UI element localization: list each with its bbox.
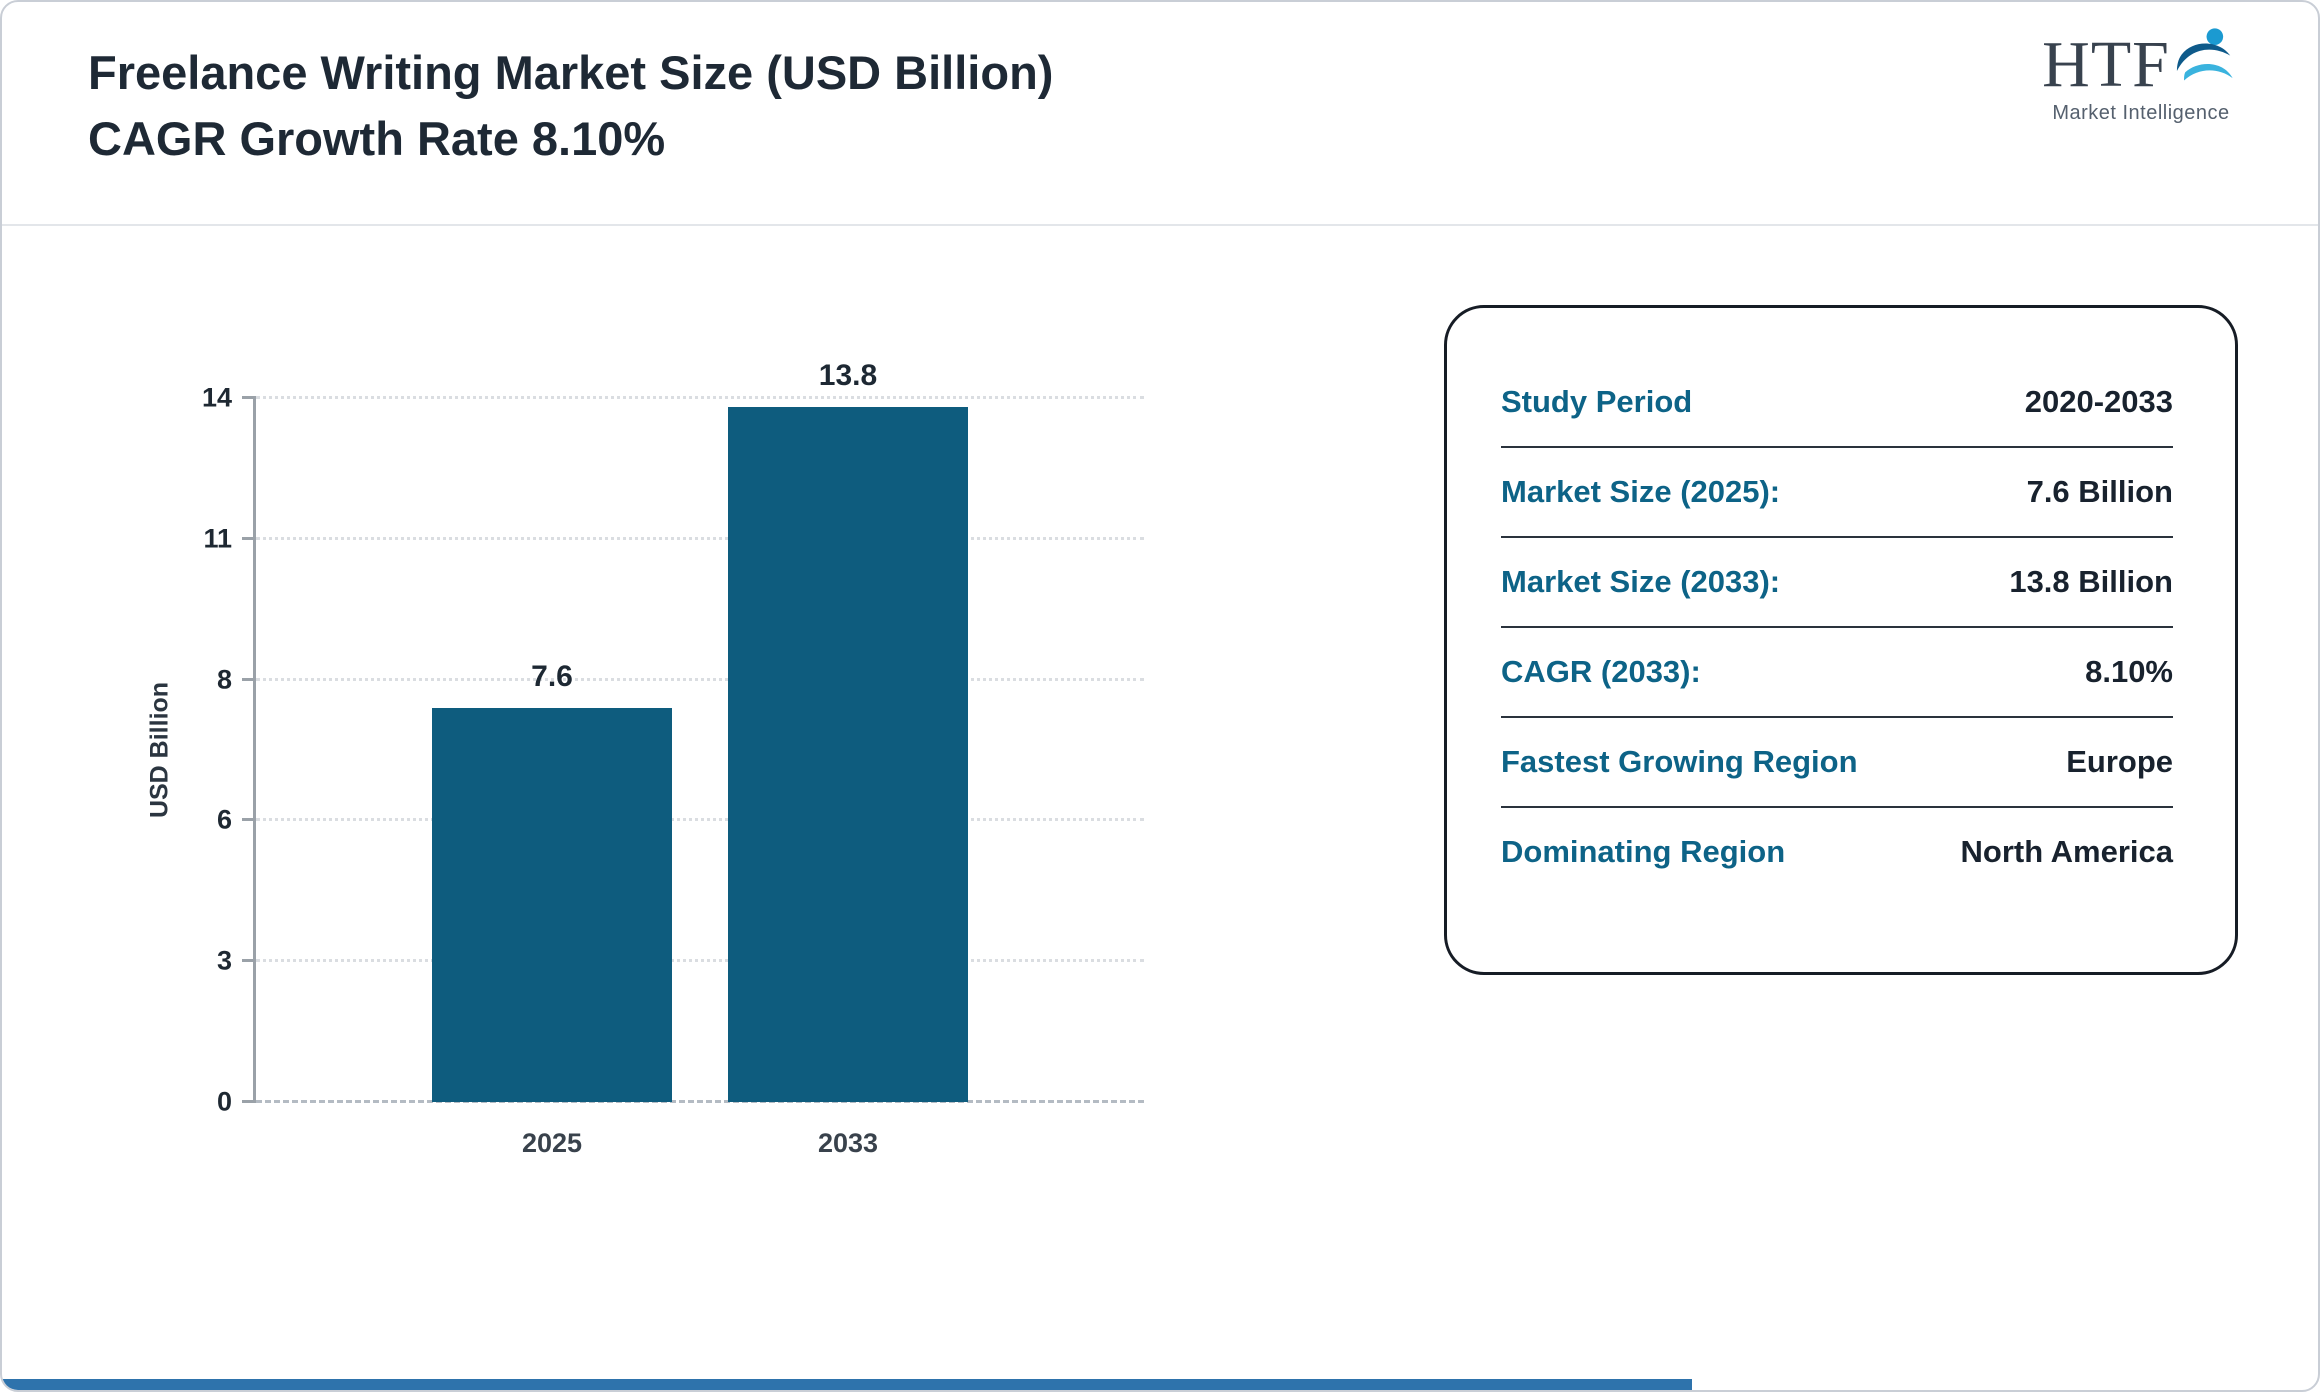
bar-2033 [728,407,968,1102]
y-axis-title: USD Billion [145,681,174,819]
y-tick-label: 14 [201,382,232,413]
info-row-value: 8.10% [2085,654,2173,689]
market-summary-card: Study Period 2020-2033 Market Size (2025):… [1444,305,2238,975]
htf-logo-subtext: Market Intelligence [2052,102,2230,124]
info-row-value: Europe [2066,744,2173,779]
y-gridline [256,677,1144,681]
info-row-2: Market Size (2033): 13.8 Billion [1501,538,2173,628]
info-row-value: 2020-2033 [2024,384,2173,419]
htf-logo: HTF Market Intelligence [2026,28,2256,125]
y-tick-mark [242,536,256,540]
info-row-4: Fastest Growing Region Europe [1501,718,2173,808]
htf-logo-text: HTF [2042,28,2170,101]
htf-logo-mark: HTF [2026,28,2256,101]
footer-accent-strip [2,1379,1692,1390]
plot-area: 0 3 6 8 11 14 7.6 2025 13.8 2033 [202,359,1144,1158]
y-gridline [256,818,1144,822]
y-gridline [256,536,1144,540]
y-tick-mark [242,1100,256,1103]
x-axis-baseline [256,1100,1144,1103]
info-row-value: 13.8 Billion [2009,564,2173,599]
y-tick-mark [242,959,256,963]
bar-2025 [432,707,672,1102]
title-line-1: Freelance Writing Market Size (USD Billi… [88,46,1054,99]
info-row-label: Market Size (2033): [1501,564,1781,599]
y-gridline [256,396,1144,399]
info-row-0: Study Period 2020-2033 [1501,358,2173,448]
x-tick-label: 2033 [817,1128,879,1158]
header-divider [2,224,2318,226]
page-title: Freelance Writing Market Size (USD Billi… [88,40,1053,172]
info-row-value: North America [1960,834,2173,869]
info-row-label: Market Size (2025): [1501,474,1781,509]
info-row-label: Dominating Region [1501,834,1786,869]
y-gridline [256,959,1144,963]
info-row-3: CAGR (2033): 8.10% [1501,628,2173,718]
y-tick-mark [242,818,256,822]
info-row-5: Dominating Region North America [1501,808,2173,896]
info-row-1: Market Size (2025): 7.6 Billion [1501,448,2173,538]
y-tick-label: 8 [216,664,232,695]
info-row-value: 7.6 Billion [2026,474,2173,509]
y-tick-mark [242,677,256,681]
title-line-2: CAGR Growth Rate 8.10% [88,111,666,165]
y-axis-line [253,398,256,1102]
info-row-label: CAGR (2033): [1501,654,1701,689]
info-row-label: Study Period [1501,384,1693,419]
bar-value-label: 7.6 [531,659,573,693]
y-tick-label: 11 [203,523,232,554]
y-tick-mark [242,396,256,399]
y-tick-label: 0 [216,1086,232,1117]
y-tick-label: 3 [216,945,232,976]
info-row-label: Fastest Growing Region [1501,744,1858,779]
bar-value-label: 13.8 [818,359,878,393]
x-tick-label: 2025 [521,1128,583,1158]
htf-swirl-icon [2176,28,2233,81]
y-tick-label: 6 [216,804,232,835]
